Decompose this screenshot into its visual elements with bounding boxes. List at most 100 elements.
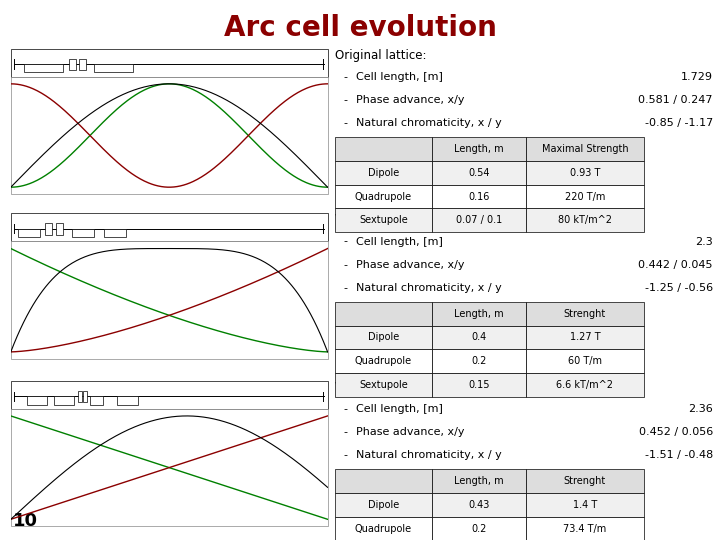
- Text: V06.7 lattice:: V06.7 lattice:: [335, 381, 414, 394]
- Text: Phase advance, x/y: Phase advance, x/y: [356, 260, 465, 270]
- FancyBboxPatch shape: [526, 469, 644, 493]
- FancyBboxPatch shape: [54, 396, 74, 405]
- Text: 0.07 / 0.1: 0.07 / 0.1: [456, 215, 502, 225]
- Text: 0.2: 0.2: [471, 356, 487, 366]
- Text: Natural chromaticity, x / y: Natural chromaticity, x / y: [356, 283, 502, 293]
- Text: 6.6 kT/m^2: 6.6 kT/m^2: [557, 380, 613, 390]
- FancyBboxPatch shape: [18, 229, 40, 238]
- Text: Phase advance, x/y: Phase advance, x/y: [356, 427, 465, 437]
- Text: 0.43: 0.43: [468, 500, 490, 510]
- Text: -: -: [343, 237, 348, 247]
- FancyBboxPatch shape: [526, 137, 644, 161]
- FancyBboxPatch shape: [335, 349, 432, 373]
- Text: Quadrupole: Quadrupole: [355, 524, 412, 534]
- FancyBboxPatch shape: [117, 396, 138, 405]
- Text: 73.4 T/m: 73.4 T/m: [563, 524, 607, 534]
- FancyBboxPatch shape: [335, 517, 432, 540]
- FancyBboxPatch shape: [526, 326, 644, 349]
- Text: 0.2: 0.2: [471, 524, 487, 534]
- Text: -: -: [343, 404, 348, 414]
- Text: -: -: [343, 95, 348, 105]
- Text: Quadrupole: Quadrupole: [355, 192, 412, 201]
- Text: -0.85 / -1.17: -0.85 / -1.17: [644, 118, 713, 129]
- FancyBboxPatch shape: [83, 391, 87, 402]
- FancyBboxPatch shape: [56, 224, 63, 235]
- Text: Quadrupole: Quadrupole: [355, 356, 412, 366]
- Text: Phase advance, x/y: Phase advance, x/y: [356, 95, 465, 105]
- Text: 0.581 / 0.247: 0.581 / 0.247: [639, 95, 713, 105]
- FancyBboxPatch shape: [432, 137, 526, 161]
- FancyBboxPatch shape: [432, 373, 526, 397]
- Text: Strenght: Strenght: [564, 309, 606, 319]
- FancyBboxPatch shape: [432, 161, 526, 185]
- FancyBboxPatch shape: [526, 373, 644, 397]
- FancyBboxPatch shape: [335, 185, 432, 208]
- FancyBboxPatch shape: [78, 391, 82, 402]
- FancyBboxPatch shape: [526, 161, 644, 185]
- FancyBboxPatch shape: [11, 49, 328, 77]
- FancyBboxPatch shape: [11, 77, 328, 194]
- Text: Length, m: Length, m: [454, 476, 503, 486]
- FancyBboxPatch shape: [11, 241, 328, 359]
- FancyBboxPatch shape: [432, 349, 526, 373]
- Text: 0.442 / 0.045: 0.442 / 0.045: [639, 260, 713, 270]
- Text: -: -: [343, 450, 348, 461]
- FancyBboxPatch shape: [526, 493, 644, 517]
- FancyBboxPatch shape: [335, 208, 432, 232]
- Text: 0.54: 0.54: [468, 168, 490, 178]
- FancyBboxPatch shape: [104, 229, 126, 238]
- Text: 1.4 T: 1.4 T: [573, 500, 597, 510]
- Text: 0.93 T: 0.93 T: [570, 168, 600, 178]
- FancyBboxPatch shape: [526, 349, 644, 373]
- Text: Sextupole: Sextupole: [359, 380, 408, 390]
- Text: Arc cell evolution: Arc cell evolution: [224, 14, 496, 42]
- FancyBboxPatch shape: [335, 326, 432, 349]
- Text: Cell length, [m]: Cell length, [m]: [356, 237, 444, 247]
- FancyBboxPatch shape: [432, 302, 526, 326]
- Text: -: -: [343, 260, 348, 270]
- Text: Cell length, [m]: Cell length, [m]: [356, 404, 444, 414]
- FancyBboxPatch shape: [432, 326, 526, 349]
- FancyBboxPatch shape: [526, 517, 644, 540]
- FancyBboxPatch shape: [335, 137, 432, 161]
- FancyBboxPatch shape: [94, 64, 133, 72]
- FancyBboxPatch shape: [526, 302, 644, 326]
- FancyBboxPatch shape: [335, 373, 432, 397]
- FancyBboxPatch shape: [335, 469, 432, 493]
- Text: Maximal Strength: Maximal Strength: [541, 144, 629, 154]
- FancyBboxPatch shape: [432, 185, 526, 208]
- Text: 0.4: 0.4: [471, 333, 487, 342]
- Text: Length, m: Length, m: [454, 144, 503, 154]
- Text: 10: 10: [13, 512, 38, 530]
- FancyBboxPatch shape: [45, 224, 52, 235]
- Text: 0.16: 0.16: [468, 192, 490, 201]
- FancyBboxPatch shape: [11, 409, 328, 526]
- FancyBboxPatch shape: [90, 396, 103, 405]
- FancyBboxPatch shape: [432, 469, 526, 493]
- FancyBboxPatch shape: [69, 59, 76, 70]
- Text: Length, m: Length, m: [454, 309, 503, 319]
- Text: -1.51 / -0.48: -1.51 / -0.48: [644, 450, 713, 461]
- Text: 2.36: 2.36: [688, 404, 713, 414]
- FancyBboxPatch shape: [72, 229, 94, 238]
- FancyBboxPatch shape: [432, 493, 526, 517]
- FancyBboxPatch shape: [11, 381, 328, 409]
- FancyBboxPatch shape: [526, 185, 644, 208]
- Text: -: -: [343, 427, 348, 437]
- Text: Original lattice:: Original lattice:: [335, 49, 426, 62]
- Text: 2.3: 2.3: [695, 237, 713, 247]
- Text: Cell length, [m]: Cell length, [m]: [356, 72, 444, 82]
- FancyBboxPatch shape: [79, 59, 86, 70]
- Text: 60 T/m: 60 T/m: [568, 356, 602, 366]
- FancyBboxPatch shape: [27, 396, 47, 405]
- Text: -: -: [343, 118, 348, 129]
- Text: Dipole: Dipole: [368, 168, 399, 178]
- FancyBboxPatch shape: [335, 302, 432, 326]
- Text: Dipole: Dipole: [368, 333, 399, 342]
- Text: 1.27 T: 1.27 T: [570, 333, 600, 342]
- Text: Natural chromaticity, x / y: Natural chromaticity, x / y: [356, 450, 502, 461]
- Text: 220 T/m: 220 T/m: [564, 192, 606, 201]
- Text: -1.25 / -0.56: -1.25 / -0.56: [644, 283, 713, 293]
- Text: -: -: [343, 72, 348, 82]
- Text: Natural chromaticity, x / y: Natural chromaticity, x / y: [356, 118, 502, 129]
